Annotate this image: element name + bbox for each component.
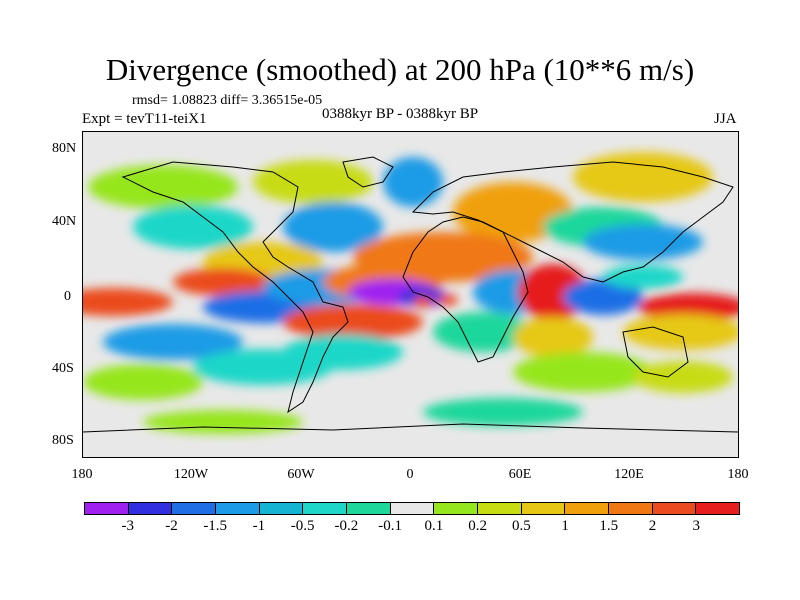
- colorbar-label: -0.2: [334, 518, 359, 534]
- colorbar-box: [609, 503, 653, 514]
- colorbar-label: 0.2: [468, 518, 487, 534]
- ytick-0: 0: [64, 289, 71, 304]
- ytick-80s: 80S: [52, 433, 74, 448]
- colorbar-box: [565, 503, 610, 514]
- colorbar-box: [128, 503, 173, 514]
- colorbar-box: [347, 503, 391, 514]
- colorbar-label: -1: [252, 518, 266, 534]
- chart-title: Divergence (smoothed) at 200 hPa (10**6 …: [105, 52, 695, 87]
- xtick-180e: 180: [727, 467, 749, 482]
- colorbar-box: [303, 503, 348, 514]
- xtick-180w: 180: [71, 467, 93, 482]
- colorbar: [84, 502, 740, 515]
- colorbar-label: -1.5: [203, 518, 228, 534]
- colorbar-label: 0.1: [424, 518, 444, 534]
- period-label: 0388kyr BP - 0388kyr BP: [322, 106, 479, 122]
- colorbar-label: -3: [121, 518, 134, 534]
- stats-label: rmsd= 1.08823 diff= 3.36515e-05: [132, 93, 323, 108]
- xtick-60e: 60E: [508, 467, 532, 482]
- ytick-40n: 40N: [52, 214, 77, 229]
- colorbar-box: [216, 503, 260, 514]
- colorbar-label: 0.5: [511, 518, 531, 534]
- map-plot: [82, 131, 739, 458]
- colorbar-box: [696, 503, 740, 514]
- colorbar-label: -0.1: [378, 518, 402, 534]
- colorbar-label: 2: [648, 518, 657, 534]
- divergence-field: [83, 132, 738, 457]
- colorbar-label: 1: [561, 518, 569, 534]
- xtick-0: 0: [406, 467, 414, 482]
- colorbar-box: [390, 503, 435, 514]
- colorbar-box: [85, 503, 129, 514]
- colorbar-label: -0.5: [290, 518, 315, 534]
- experiment-label: Expt = tevT11-teiX1: [82, 111, 207, 127]
- ytick-80n: 80N: [52, 141, 77, 156]
- colorbar-label: 1.5: [599, 518, 619, 534]
- field-blobs: [83, 152, 738, 434]
- colorbar-label: -2: [165, 518, 178, 534]
- xtick-120w: 120W: [173, 467, 209, 482]
- colorbar-label: 3: [692, 518, 701, 534]
- colorbar-box: [478, 503, 522, 514]
- colorbar-box: [259, 503, 304, 514]
- colorbar-box: [172, 503, 217, 514]
- coastlines: [83, 156, 738, 433]
- colorbar-box: [521, 503, 566, 514]
- ytick-40s: 40S: [52, 361, 74, 376]
- colorbar-box: [652, 503, 697, 514]
- colorbar-box: [434, 503, 479, 514]
- xtick-120e: 120E: [614, 467, 644, 482]
- season-label: JJA: [714, 111, 737, 127]
- xtick-60w: 60W: [287, 467, 315, 482]
